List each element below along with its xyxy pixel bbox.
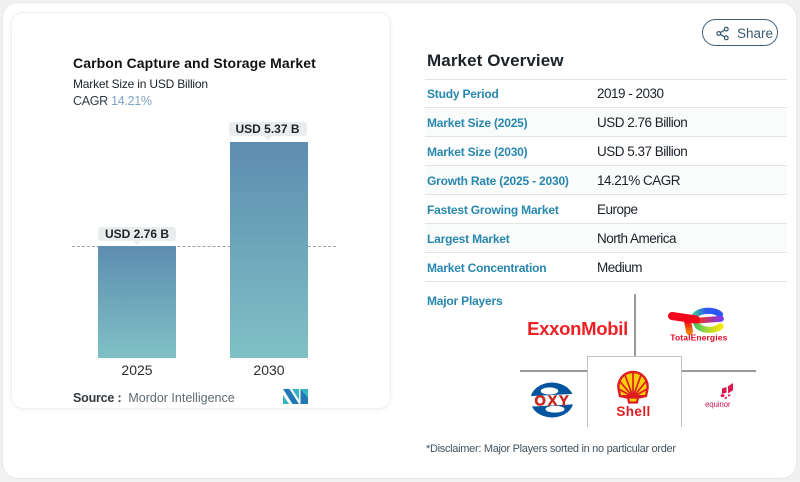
svg-text:TotalEnergies: TotalEnergies (670, 333, 727, 343)
svg-text:OXY: OXY (534, 394, 570, 410)
